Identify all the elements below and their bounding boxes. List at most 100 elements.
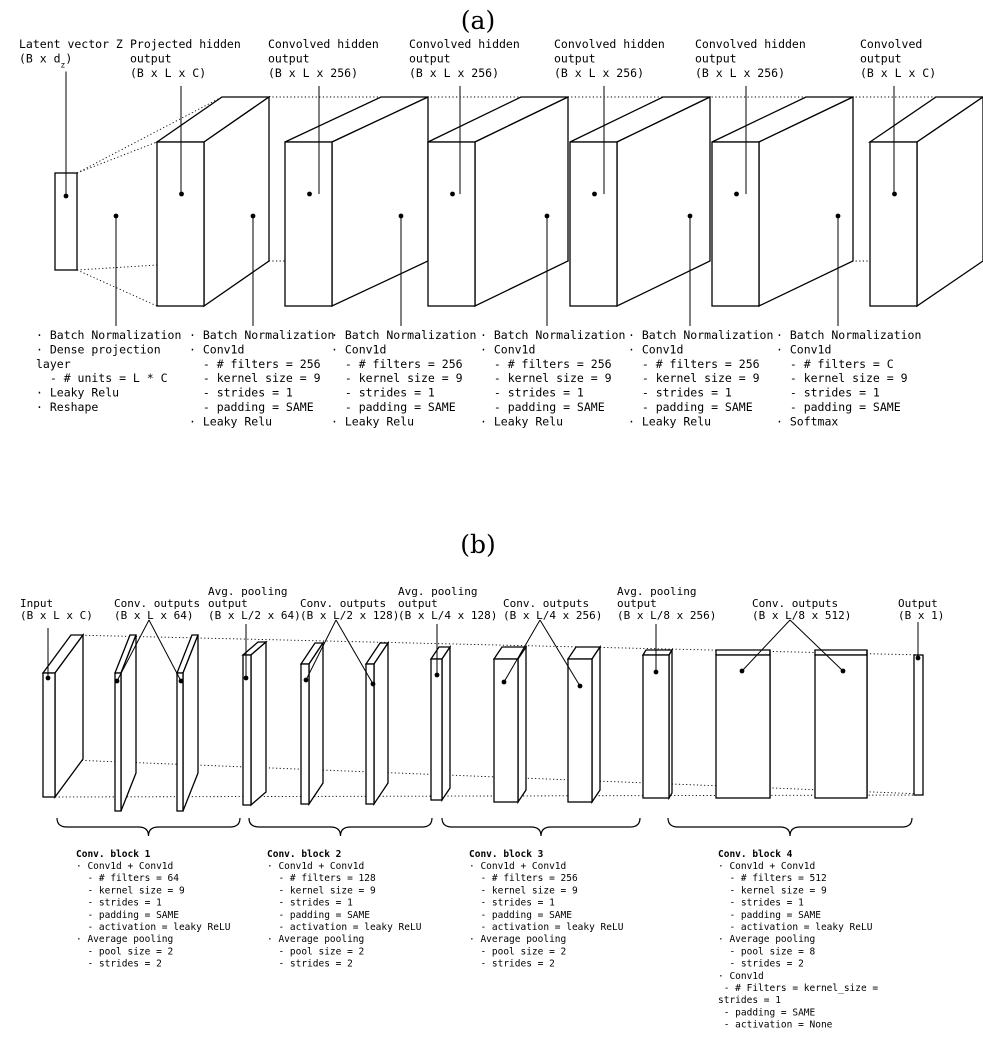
conv-block-detail: · Conv1d + Conv1d <box>76 861 173 872</box>
prism-side-face <box>591 644 601 805</box>
output-label-b-1: (B x L x C) <box>20 609 93 622</box>
conv-block-detail: · Conv1d + Conv1d <box>718 861 815 872</box>
operation-description-4: - # filters = 256 <box>480 357 612 371</box>
operation-description-5: - strides = 1 <box>628 386 732 400</box>
conv-block-detail: - padding = SAME <box>469 910 572 921</box>
output-label-b-3: (B x L/2 x 64) <box>208 609 301 622</box>
label-leader-line <box>148 619 182 682</box>
conv-block-detail: - kernel size = 9 <box>718 885 827 896</box>
conv-block-detail: - strides = 1 <box>718 898 804 909</box>
operation-description-3: · Leaky Relu <box>331 414 414 428</box>
operation-description-4: - padding = SAME <box>480 400 605 414</box>
prism-front-face <box>427 141 476 307</box>
output-label-b-2: (B x L x 64) <box>114 609 193 622</box>
prism-front-face <box>430 658 443 801</box>
conv-block-detail: - kernel size = 9 <box>267 885 376 896</box>
operation-description-1: · Leaky Relu <box>36 386 119 400</box>
conv-block-detail: · Average pooling <box>76 934 173 945</box>
prism-side-face <box>308 640 324 807</box>
operation-description-4: · Leaky Relu <box>480 414 563 428</box>
prism-top-face <box>715 649 771 656</box>
text-labels: Latent vector Z(B x dz)Projected hiddeno… <box>19 37 944 1031</box>
prism-front-face <box>365 663 375 805</box>
operation-description-4: - kernel size = 9 <box>480 371 612 385</box>
label-leader-line <box>789 619 844 672</box>
operation-description-2: · Conv1d <box>189 342 244 356</box>
output-label-7: output <box>860 52 902 66</box>
conv-output-2b <box>364 640 390 807</box>
conv-output-2a <box>299 640 325 807</box>
output-label-2: output <box>130 52 172 66</box>
output-label-b-4: (B x L/2 x 128) <box>300 609 399 622</box>
conv-block-detail: - # filters = 256 <box>469 873 578 884</box>
conv-block-detail: - padding = SAME <box>76 910 179 921</box>
output-label-b-5: output <box>398 597 438 610</box>
prism-front-face <box>715 654 771 799</box>
panel-a-label: (a) <box>461 6 495 35</box>
output-label-b-3: Avg. pooling <box>208 585 287 598</box>
operation-description-2: · Batch Normalization <box>189 328 334 342</box>
prism-front-face <box>567 658 593 803</box>
prism-side-face <box>250 640 267 807</box>
conv-block-detail: - strides = 2 <box>76 959 162 970</box>
conv-block-detail: - pool size = 2 <box>76 946 173 957</box>
output-label-b-2: Conv. outputs <box>114 597 200 610</box>
operation-description-1: - # units = L * C <box>36 371 168 385</box>
operation-description-4: · Conv1d <box>480 342 535 356</box>
conv-output-3b <box>566 644 602 805</box>
operation-description-5: · Conv1d <box>628 342 683 356</box>
output-label-b-3: output <box>208 597 248 610</box>
output-label-5: output <box>554 52 596 66</box>
output-label-b-7: Avg. pooling <box>617 585 696 598</box>
layer-center-dot <box>450 191 455 197</box>
output-label-4: Convolved hidden <box>409 37 520 51</box>
conv-output-1a <box>114 634 137 812</box>
prism-front-face <box>114 672 122 812</box>
output-label-5: (B x L x 256) <box>554 66 644 80</box>
prism-front-face <box>242 654 252 806</box>
conv-output-1b <box>176 634 199 812</box>
conv-block-detail: - strides = 1 <box>76 898 162 909</box>
label-leader-line <box>539 619 581 687</box>
projection-line <box>76 260 223 271</box>
prism-front-face <box>300 663 310 805</box>
operation-description-6: - kernel size = 9 <box>776 371 908 385</box>
projection-line <box>76 141 158 174</box>
prism-front-face <box>642 654 670 799</box>
output-label-1: (B x dz) <box>19 52 72 70</box>
operation-description-3: - padding = SAME <box>331 400 456 414</box>
conv-block-detail: - # filters = 512 <box>718 873 827 884</box>
output-label-b-6: Conv. outputs <box>503 597 589 610</box>
conv-output-3a <box>492 644 528 805</box>
label-leader-line <box>503 619 541 683</box>
operation-description-6: - padding = SAME <box>776 400 901 414</box>
label-leader-line <box>335 619 374 685</box>
conv-block-detail: - kernel size = 9 <box>76 885 185 896</box>
operation-description-1: · Dense projection <box>36 342 161 356</box>
conv-block-detail: - strides = 2 <box>718 959 804 970</box>
conv-block-detail: - # filters = 64 <box>76 873 179 884</box>
conv-block-detail: strides = 1 <box>718 995 781 1006</box>
conv-block-detail: - pool size = 2 <box>469 946 566 957</box>
output-label-1: Latent vector Z <box>19 37 123 51</box>
projection-line <box>76 269 158 307</box>
connector-line-base <box>54 794 924 798</box>
output-label-6: Convolved hidden <box>695 37 806 51</box>
output-label-3: (B x L x 256) <box>268 66 358 80</box>
output-label-3: Convolved hidden <box>268 37 379 51</box>
conv-block-detail: - # filters = 128 <box>267 873 376 884</box>
panel-b-label: (b) <box>460 530 496 559</box>
brace-conv-block-4 <box>667 817 913 837</box>
conv-block-detail: · Average pooling <box>267 934 364 945</box>
output-label-2: (B x L x C) <box>130 66 206 80</box>
conv-block-title: Conv. block 3 <box>469 849 544 860</box>
conv-block-detail: - activation = leaky ReLU <box>267 922 422 933</box>
layer-box-4 <box>569 95 711 308</box>
operation-description-4: · Batch Normalization <box>480 328 625 342</box>
output-label-4: output <box>409 52 451 66</box>
pool-output-3 <box>641 647 674 801</box>
prism-front-face <box>284 141 333 307</box>
prism-front-face <box>42 672 56 798</box>
pool-output-1 <box>241 640 268 807</box>
layer-center-dot <box>734 191 739 197</box>
